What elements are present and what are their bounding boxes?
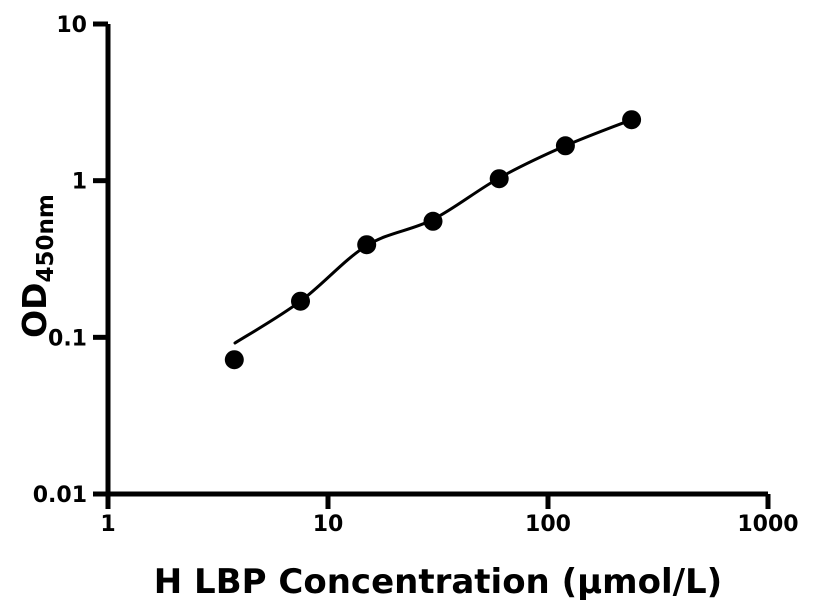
data-point (622, 110, 642, 130)
x-axis-tick-label: 10 (313, 512, 344, 537)
data-point (357, 235, 377, 255)
x-axis-tick-label: 1000 (737, 512, 798, 537)
x-axis-tick-label: 1 (100, 512, 115, 537)
data-point (489, 169, 509, 189)
y-axis-tick-label: 1 (72, 170, 87, 195)
data-point (555, 136, 575, 156)
x-axis-title: H LBP Concentration (μmol/L) (154, 562, 722, 602)
axis-spines (105, 24, 768, 497)
y-axis-tick-label: 0.01 (33, 483, 87, 508)
data-point (423, 211, 443, 231)
data-point (224, 350, 244, 370)
y-axis-tick-label: 0.1 (48, 326, 87, 351)
y-axis-title-main: OD (15, 282, 54, 337)
fit-curve (233, 118, 634, 345)
y-axis-title-subscript: 450nm (33, 194, 59, 282)
y-axis-title: OD450nm (15, 194, 59, 338)
x-axis-tick-label: 100 (525, 512, 571, 537)
y-axis-tick-label: 10 (56, 13, 87, 38)
data-point (291, 291, 310, 311)
plot-render-layer: 10 1 0.1 0.01 1 10 100 1000 (33, 13, 799, 537)
